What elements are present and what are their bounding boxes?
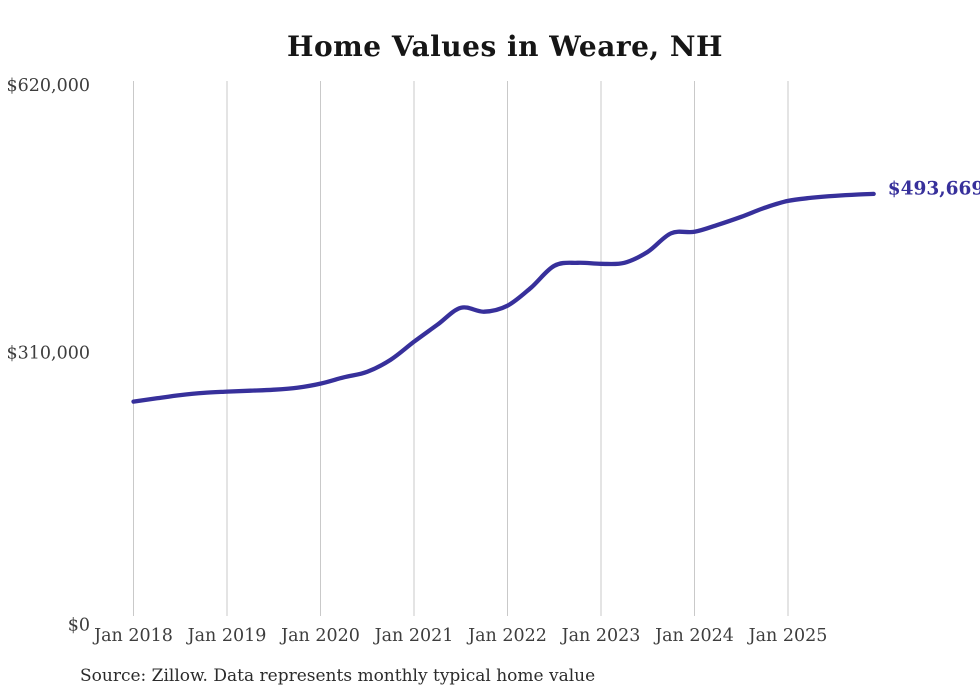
y-axis-tick-label: $620,000 (6, 76, 90, 96)
x-axis-tick-label: Jan 2024 (653, 626, 734, 646)
x-axis-tick-label: Jan 2019 (186, 626, 267, 646)
chart-title: Home Values in Weare, NH (287, 30, 723, 63)
x-axis-tick-label: Jan 2023 (560, 626, 641, 646)
x-axis-tick-label: Jan 2021 (373, 626, 454, 646)
x-axis-tick-label: Jan 2018 (92, 626, 173, 646)
y-axis-tick-label: $0 (68, 616, 90, 636)
x-axis-labels: Jan 2018 Jan 2019 Jan 2020 Jan 2021 Jan 2022… (92, 626, 827, 646)
x-axis-tick-label: Jan 2020 (279, 626, 360, 646)
y-axis-tick-label: $310,000 (6, 343, 90, 363)
home-value-line (131, 191, 876, 404)
source-note: Source: Zillow. Data represents monthly … (80, 666, 596, 686)
y-axis-labels: $0 $310,000 $620,000 (6, 76, 90, 636)
final-value-label: $493,669 (887, 178, 980, 200)
gridlines (133, 81, 789, 616)
x-axis-tick-label: Jan 2025 (747, 626, 828, 646)
x-axis-tick-label: Jan 2022 (466, 626, 547, 646)
